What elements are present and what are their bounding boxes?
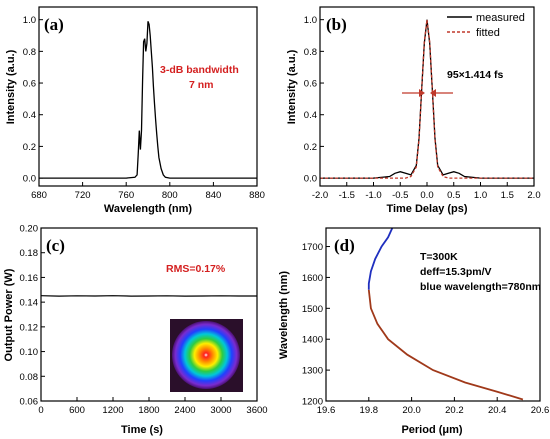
panel-a-ytick-label: 0.0 xyxy=(23,174,36,185)
panel-c-ytick-label: 0.06 xyxy=(20,397,39,408)
panel-a-annotation-line2: 7 nm xyxy=(189,79,214,91)
panel-b-frame xyxy=(319,6,535,187)
panel-c-xtick-label: 600 xyxy=(69,405,85,416)
panel-a-xtick-label: 720 xyxy=(75,190,91,201)
panel-a: Intensity (a.u.) Wavelength (nm) 680 720 7… xyxy=(5,6,265,215)
panel-b-legend: measured fitted xyxy=(447,12,525,39)
panel-b-label: (b) xyxy=(326,15,347,34)
panel-d-xtick-label: 19.8 xyxy=(360,405,379,416)
panel-d-ytick-label: 1400 xyxy=(302,335,323,346)
panel-c-frame xyxy=(40,227,258,402)
panel-d-xtick-label: 20.2 xyxy=(445,405,464,416)
panel-a-xtick-label: 840 xyxy=(205,190,221,201)
panel-b-xlabel: Time Delay (ps) xyxy=(386,203,467,215)
panel-b-ylabel: Intensity (a.u.) xyxy=(286,49,298,124)
panel-d-ytick-label: 1700 xyxy=(302,242,323,253)
panel-d-ticks: 19.6 19.8 20.0 20.2 20.4 20.6 1200 1300 1400 1500… xyxy=(302,242,549,416)
panel-a-series-line xyxy=(39,21,257,179)
panel-b-xtick-label: -0.5 xyxy=(392,190,408,201)
panel-a-xtick-label: 680 xyxy=(31,190,47,201)
panel-c-xtick-label: 3600 xyxy=(246,405,267,416)
panel-c-ytick-label: 0.16 xyxy=(20,273,39,284)
panel-a-label: (a) xyxy=(44,15,64,34)
panel-d-xtick-label: 20.6 xyxy=(531,405,550,416)
panel-b-series-fitted xyxy=(320,19,534,179)
panel-a-xtick-label: 880 xyxy=(249,190,265,201)
panel-a-xlabel: Wavelength (nm) xyxy=(104,203,193,215)
panel-b-xtick-label: 0.5 xyxy=(447,190,460,201)
beam-profile-spot xyxy=(172,321,240,389)
panel-c-ytick-label: 0.08 xyxy=(20,372,39,383)
panel-c-ticks: 0 600 1200 1800 2400 3000 3600 0.06 0.08 0.10 0.12… xyxy=(20,224,268,417)
panel-d-ytick-label: 1200 xyxy=(302,397,323,408)
panel-c-ytick-label: 0.12 xyxy=(20,322,39,333)
panel-d: Wavelength (nm) Period (μm) 19.6 19.8 20.0… xyxy=(278,227,549,436)
panel-c-xtick-label: 3000 xyxy=(210,405,231,416)
panel-a-xtick-label: 760 xyxy=(118,190,134,201)
panel-a-annotation-line1: 3-dB bandwidth xyxy=(160,64,239,76)
panel-d-series-blue xyxy=(367,227,394,290)
panel-c-ytick-label: 0.10 xyxy=(20,347,39,358)
panel-d-annotation-line3: blue wavelength=780nm xyxy=(420,281,541,293)
panel-b-ytick-label: 0.8 xyxy=(304,47,317,58)
panel-a-ytick-label: 0.8 xyxy=(23,47,36,58)
panel-d-frame xyxy=(325,227,541,402)
panel-b-xtick-label: -2.0 xyxy=(312,190,328,201)
panel-d-annotation-line1: T=300K xyxy=(420,251,458,263)
panel-b-xtick-label: -1.0 xyxy=(365,190,381,201)
panel-b-annotation: 95×1.414 fs xyxy=(447,69,504,81)
beam-profile-inset xyxy=(170,319,243,392)
panel-b-ytick-label: 0.2 xyxy=(304,142,317,153)
panel-d-annotation-line2: deff=15.3pm/V xyxy=(420,266,492,278)
panel-d-ytick-label: 1600 xyxy=(302,273,323,284)
fwhm-arrowhead-right xyxy=(430,89,436,97)
panel-b-xtick-label: 1.0 xyxy=(474,190,487,201)
panel-b-ytick-label: 0.4 xyxy=(304,110,317,121)
panel-a-ytick-label: 1.0 xyxy=(23,15,36,26)
panel-d-xtick-label: 20.4 xyxy=(488,405,507,416)
panel-b-ytick-label: 0.0 xyxy=(304,174,317,185)
panel-c-ytick-label: 0.18 xyxy=(20,248,39,259)
panel-b-ytick-label: 0.6 xyxy=(304,79,317,90)
panel-c-xtick-label: 1200 xyxy=(102,405,123,416)
panel-b-xtick-label: 1.5 xyxy=(501,190,514,201)
panel-d-xlabel: Period (μm) xyxy=(401,424,462,436)
panel-a-xtick-label: 800 xyxy=(162,190,178,201)
panel-b-xtick-label: 2.0 xyxy=(527,190,540,201)
panel-c-label: (c) xyxy=(46,236,65,255)
panel-a-ylabel: Intensity (a.u.) xyxy=(5,49,17,124)
panel-a-ticks: 680 720 760 800 840 880 0.0 0.2 0.4 0.6 0.8 1.0 xyxy=(23,15,265,201)
fwhm-arrowhead-left xyxy=(419,89,425,97)
panel-c-xlabel: Time (s) xyxy=(121,424,163,436)
panel-c-annotation: RMS=0.17% xyxy=(166,263,226,275)
panel-b-xtick-label: -1.5 xyxy=(339,190,355,201)
panel-d-ytick-label: 1300 xyxy=(302,366,323,377)
panel-c-ylabel: Output Power (W) xyxy=(3,268,15,361)
panel-b: Intensity (a.u.) Time Delay (ps) -2.0 -1.… xyxy=(286,6,541,215)
panel-d-series-brown xyxy=(367,289,524,401)
panel-b-xtick-label: 0.0 xyxy=(420,190,433,201)
panel-a-ytick-label: 0.4 xyxy=(23,110,36,121)
panel-c-xtick-label: 2400 xyxy=(174,405,195,416)
panel-b-ytick-label: 1.0 xyxy=(304,15,317,26)
panel-b-ticks: -2.0 -1.5 -1.0 -0.5 0.0 0.5 1.0 1.5 2.0 0.0 0.2 0.4… xyxy=(304,15,541,201)
panel-d-ylabel: Wavelength (nm) xyxy=(278,271,290,360)
panel-d-xtick-label: 20.0 xyxy=(402,405,421,416)
legend-fitted-label: fitted xyxy=(476,27,500,39)
panel-d-ytick-label: 1500 xyxy=(302,304,323,315)
panel-d-xtick-label: 19.6 xyxy=(317,405,336,416)
panel-c: Output Power (W) Time (s) 0 600 1200 1800 24… xyxy=(3,224,268,437)
panel-c-xtick-label: 0 xyxy=(38,405,43,416)
panel-c-ytick-label: 0.20 xyxy=(20,224,39,235)
panel-a-frame xyxy=(38,6,258,187)
panel-c-ytick-label: 0.14 xyxy=(20,298,39,309)
panel-b-series-measured xyxy=(320,19,534,179)
panel-d-label: (d) xyxy=(334,236,355,255)
panel-a-ytick-label: 0.2 xyxy=(23,142,36,153)
panel-a-ytick-label: 0.6 xyxy=(23,79,36,90)
legend-measured-label: measured xyxy=(476,12,525,24)
panel-c-xtick-label: 1800 xyxy=(138,405,159,416)
